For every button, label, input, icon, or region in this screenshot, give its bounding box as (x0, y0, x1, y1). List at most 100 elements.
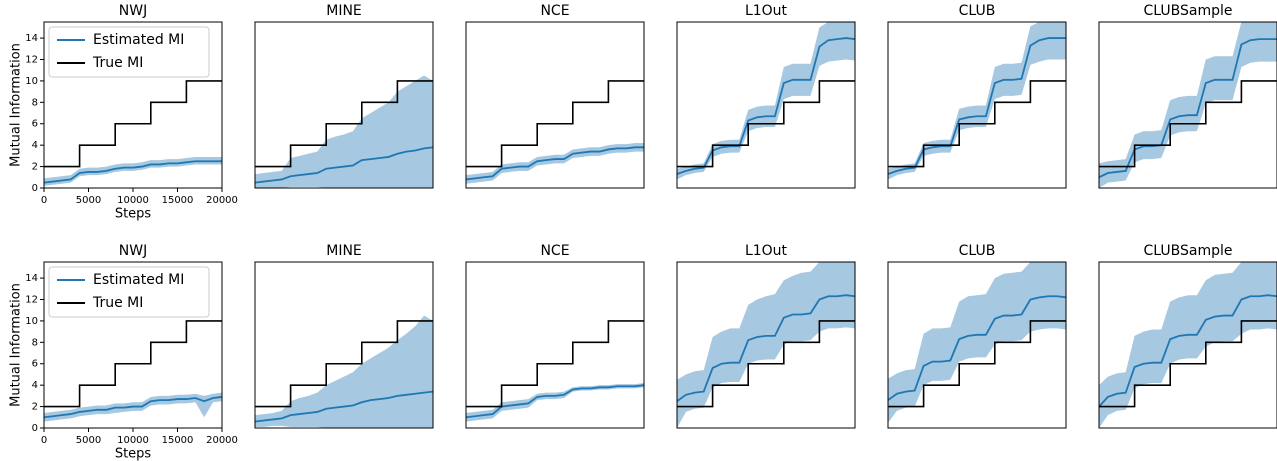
series-line (1099, 320, 1277, 408)
axes-frame (1098, 261, 1277, 429)
y-tick-label: 12 (25, 294, 38, 305)
series-line (466, 80, 644, 168)
legend-label: True MI (92, 55, 143, 71)
legend: Estimated MI True MI (48, 266, 210, 318)
legend-label: Estimated MI (93, 32, 184, 48)
axes-frame (676, 261, 856, 429)
chart-title: L1Out (745, 3, 788, 19)
series-line (255, 146, 433, 184)
series-line (255, 320, 433, 408)
chart-title: NWJ (119, 243, 147, 259)
legend-label: True MI (92, 295, 143, 311)
y-tick-label: 14 (25, 33, 38, 44)
band (255, 315, 433, 428)
band (888, 262, 1066, 423)
plot-area (255, 75, 433, 188)
y-tick-label: 2 (32, 402, 38, 413)
chart-title: L1Out (745, 243, 788, 259)
panel: L1Out (676, 3, 856, 189)
series-line (1099, 80, 1277, 168)
y-tick-label: 8 (32, 97, 38, 108)
plot-area (677, 22, 855, 180)
plot-area (466, 320, 644, 422)
x-tick-label: 20000 (206, 435, 238, 446)
x-tick-label: 0 (41, 195, 47, 206)
panel: L1Out (676, 243, 856, 429)
axes-frame (465, 21, 645, 189)
legend-box (48, 26, 210, 78)
series-line (44, 80, 222, 168)
series-line (44, 396, 222, 419)
series-line (1099, 294, 1277, 408)
x-tick-label: 0 (41, 435, 47, 446)
y-tick-label: 0 (32, 423, 38, 434)
x-tick-label: 5000 (76, 435, 101, 446)
legend: Estimated MI True MI (48, 26, 210, 78)
plot-area (44, 320, 222, 422)
series-line (1099, 38, 1277, 179)
y-tick-label: 10 (25, 316, 38, 327)
y-tick-label: 10 (25, 76, 38, 87)
y-axis-label: Mutual Information (9, 283, 24, 407)
series-line (677, 294, 855, 402)
y-tick-label: 12 (25, 54, 38, 65)
band (677, 262, 855, 428)
legend-label: Estimated MI (93, 272, 184, 288)
series-line (44, 320, 222, 408)
panel: NWJ 0 2 4 6 8 10 12 14 0 5000 10000 15000 20000 Steps M… (9, 243, 238, 461)
y-tick-label: 6 (32, 119, 38, 130)
panel: CLUBSample (1098, 3, 1277, 189)
y-tick-label: 4 (32, 380, 38, 391)
series-line (466, 146, 644, 181)
chart-title: MINE (326, 243, 362, 259)
band (1099, 22, 1277, 188)
x-tick-label: 5000 (76, 195, 101, 206)
x-tick-label: 15000 (162, 195, 194, 206)
x-tick-label: 20000 (206, 195, 238, 206)
chart-title: NCE (540, 3, 569, 19)
plot-area (466, 80, 644, 184)
y-tick-label: 14 (25, 273, 38, 284)
band (466, 383, 644, 422)
band (1099, 262, 1277, 428)
series-line (888, 80, 1066, 168)
band (888, 22, 1066, 180)
y-tick-label: 2 (32, 162, 38, 173)
axes-frame (676, 21, 856, 189)
chart-title: CLUB (959, 3, 996, 19)
chart-title: CLUB (959, 243, 996, 259)
axes-frame (1098, 21, 1277, 189)
panel: NWJ 0 2 4 6 8 10 12 14 0 5000 10000 15000 20000 Steps M… (9, 3, 238, 222)
series-line (677, 80, 855, 168)
series-line (466, 384, 644, 419)
plot-area (1099, 22, 1277, 188)
plot-area (888, 22, 1066, 180)
x-axis-label: Steps (115, 207, 152, 222)
axes-frame (887, 21, 1067, 189)
y-tick-label: 8 (32, 337, 38, 348)
series-line (888, 320, 1066, 408)
plot-area (677, 262, 855, 428)
panel: NCE (465, 3, 645, 189)
y-tick-label: 4 (32, 140, 38, 151)
axes-frame (254, 261, 434, 429)
series-line (888, 295, 1066, 401)
series-line (255, 390, 433, 423)
panel: MINE (254, 243, 434, 429)
plot-area (255, 315, 433, 428)
panel: MINE (254, 3, 434, 189)
series-line (466, 320, 644, 408)
x-axis-label: Steps (115, 447, 152, 461)
series-line (44, 160, 222, 184)
x-tick-label: 10000 (117, 195, 149, 206)
chart-title: MINE (326, 3, 362, 19)
band (677, 22, 855, 180)
y-axis-label: Mutual Information (9, 43, 24, 167)
y-tick-label: 0 (32, 183, 38, 194)
x-tick-label: 15000 (162, 435, 194, 446)
plot-area (1099, 262, 1277, 428)
band (255, 75, 433, 188)
x-tick-label: 10000 (117, 435, 149, 446)
panel: CLUBSample (1098, 243, 1277, 429)
